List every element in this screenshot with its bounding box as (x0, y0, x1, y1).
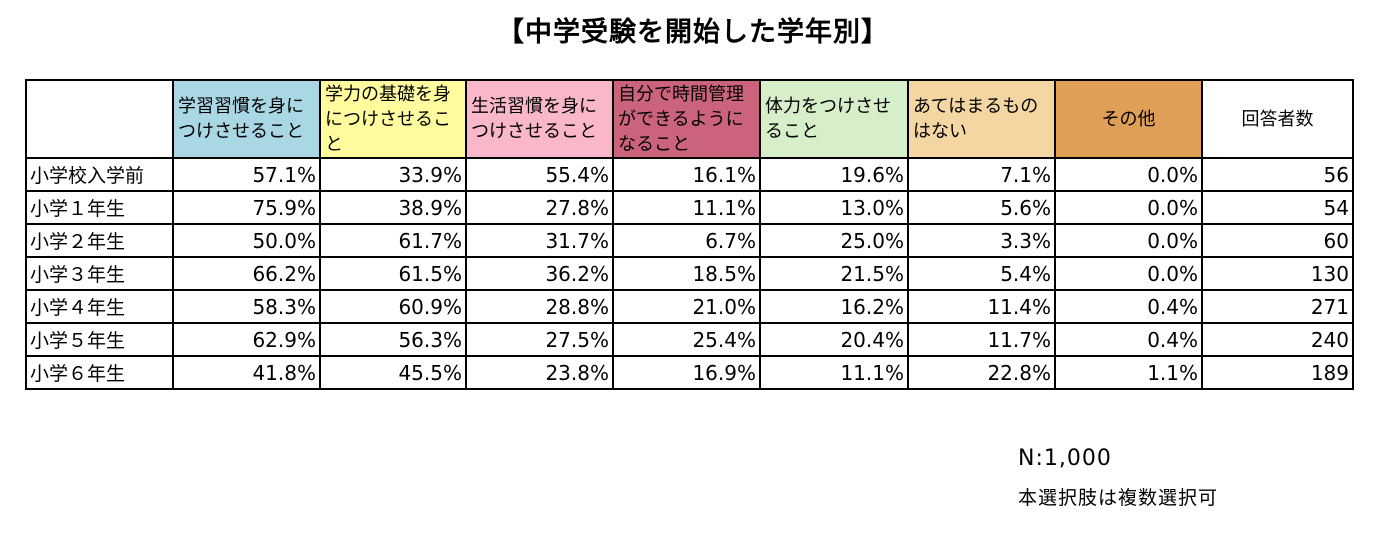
notes: N:1,000 本選択肢は複数選択可 (1018, 446, 1218, 510)
cell-physical-strength: 16.2% (759, 289, 909, 324)
cell-life-habits: 28.8% (465, 289, 614, 324)
cell-other: 0.0% (1054, 157, 1203, 192)
cell-other: 0.0% (1054, 190, 1203, 225)
table-row: 小学２年生 50.0% 61.7% 31.7% 6.7% 25.0% 3.3% 0.0% 60 (25, 223, 1354, 258)
cell-respondents: 271 (1201, 289, 1354, 324)
cell-life-habits: 27.8% (465, 190, 614, 225)
cell-academic-basics: 33.9% (319, 157, 467, 192)
cell-respondents: 54 (1201, 190, 1354, 225)
header-respondents: 回答者数 (1201, 79, 1354, 159)
cell-physical-strength: 25.0% (759, 223, 909, 258)
cell-physical-strength: 21.5% (759, 256, 909, 291)
cell-physical-strength: 20.4% (759, 322, 909, 357)
cell-other: 0.0% (1054, 223, 1203, 258)
cell-study-habits: 58.3% (172, 289, 321, 324)
cell-none-apply: 3.3% (907, 223, 1056, 258)
header-physical-strength: 体力をつけさせること (759, 79, 909, 159)
cell-time-management: 18.5% (612, 256, 761, 291)
row-label: 小学４年生 (25, 289, 174, 324)
cell-study-habits: 62.9% (172, 322, 321, 357)
cell-study-habits: 57.1% (172, 157, 321, 192)
multiple-choice-note: 本選択肢は複数選択可 (1018, 487, 1219, 509)
cell-physical-strength: 11.1% (759, 355, 909, 390)
cell-academic-basics: 60.9% (319, 289, 467, 324)
cell-respondents: 60 (1201, 223, 1354, 258)
cell-time-management: 6.7% (612, 223, 761, 258)
cell-time-management: 21.0% (612, 289, 761, 324)
cell-academic-basics: 61.5% (319, 256, 467, 291)
table-body: 小学校入学前 57.1% 33.9% 55.4% 16.1% 19.6% 7.1% 0.0% 5… (25, 157, 1354, 390)
cell-respondents: 189 (1201, 355, 1354, 390)
cell-time-management: 11.1% (612, 190, 761, 225)
cell-life-habits: 23.8% (465, 355, 614, 390)
cell-study-habits: 50.0% (172, 223, 321, 258)
cell-life-habits: 36.2% (465, 256, 614, 291)
header-none-apply: あてはまるものはない (907, 79, 1056, 159)
cell-time-management: 16.1% (612, 157, 761, 192)
cell-other: 0.4% (1054, 322, 1203, 357)
cell-study-habits: 41.8% (172, 355, 321, 390)
cell-none-apply: 11.7% (907, 322, 1056, 357)
row-label: 小学５年生 (25, 322, 174, 357)
cell-life-habits: 55.4% (465, 157, 614, 192)
table-row: 小学１年生 75.9% 38.9% 27.8% 11.1% 13.0% 5.6% 0.0% 54 (25, 190, 1354, 225)
table-row: 小学６年生 41.8% 45.5% 23.8% 16.9% 11.1% 22.8% 1.1% 1… (25, 355, 1354, 390)
cell-time-management: 16.9% (612, 355, 761, 390)
row-label: 小学校入学前 (25, 157, 174, 192)
cell-other: 0.4% (1054, 289, 1203, 324)
chart-title: 【中学受験を開始した学年別】 (497, 17, 889, 48)
cell-study-habits: 66.2% (172, 256, 321, 291)
cell-none-apply: 7.1% (907, 157, 1056, 192)
header-corner (25, 79, 174, 159)
cell-none-apply: 5.4% (907, 256, 1056, 291)
table-row: 小学校入学前 57.1% 33.9% 55.4% 16.1% 19.6% 7.1% 0.0% 5… (25, 157, 1354, 192)
cell-none-apply: 22.8% (907, 355, 1056, 390)
row-label: 小学２年生 (25, 223, 174, 258)
cell-none-apply: 5.6% (907, 190, 1056, 225)
cell-respondents: 56 (1201, 157, 1354, 192)
cell-academic-basics: 56.3% (319, 322, 467, 357)
table-row: 小学３年生 66.2% 61.5% 36.2% 18.5% 21.5% 5.4% 0.0% 13… (25, 256, 1354, 291)
results-table: 学習習慣を身につけさせること 学力の基礎を身につけさせること 生活習慣を身につけ… (25, 79, 1354, 390)
table-row: 小学４年生 58.3% 60.9% 28.8% 21.0% 16.2% 11.4% 0.4% 2… (25, 289, 1354, 324)
table-row: 小学５年生 62.9% 56.3% 27.5% 25.4% 20.4% 11.7% 0.4% 2… (25, 322, 1354, 357)
cell-respondents: 240 (1201, 322, 1354, 357)
cell-other: 0.0% (1054, 256, 1203, 291)
cell-study-habits: 75.9% (172, 190, 321, 225)
row-label: 小学３年生 (25, 256, 174, 291)
cell-life-habits: 31.7% (465, 223, 614, 258)
cell-respondents: 130 (1201, 256, 1354, 291)
header-time-management: 自分で時間管理ができるようになること (612, 79, 761, 159)
cell-academic-basics: 61.7% (319, 223, 467, 258)
row-label: 小学１年生 (25, 190, 174, 225)
cell-academic-basics: 38.9% (319, 190, 467, 225)
header-life-habits: 生活習慣を身につけさせること (465, 79, 614, 159)
sample-size: N:1,000 (1018, 446, 1112, 471)
cell-physical-strength: 19.6% (759, 157, 909, 192)
cell-other: 1.1% (1054, 355, 1203, 390)
header-study-habits: 学習習慣を身につけさせること (172, 79, 321, 159)
cell-time-management: 25.4% (612, 322, 761, 357)
cell-academic-basics: 45.5% (319, 355, 467, 390)
header-row: 学習習慣を身につけさせること 学力の基礎を身につけさせること 生活習慣を身につけ… (25, 79, 1354, 159)
cell-none-apply: 11.4% (907, 289, 1056, 324)
cell-physical-strength: 13.0% (759, 190, 909, 225)
header-academic-basics: 学力の基礎を身につけさせること (319, 79, 467, 159)
cell-life-habits: 27.5% (465, 322, 614, 357)
row-label: 小学６年生 (25, 355, 174, 390)
header-other: その他 (1054, 79, 1203, 159)
